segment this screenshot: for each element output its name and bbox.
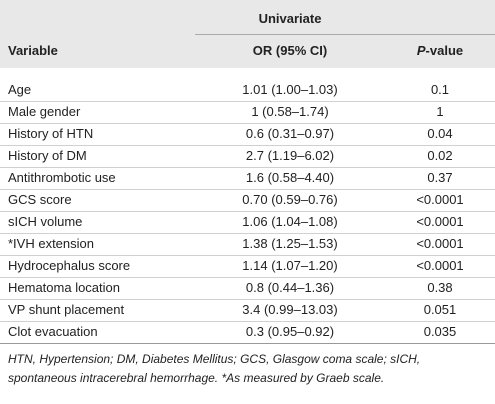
group-rule: [195, 34, 495, 35]
table-cell: 1: [436, 104, 444, 119]
table-cell: Male gender: [8, 104, 81, 119]
table-cell: 1.38 (1.25–1.53): [242, 236, 338, 251]
row-rule: [0, 321, 495, 322]
table-cell: Antithrombotic use: [8, 170, 116, 185]
table-cell: <0.0001: [416, 214, 464, 229]
table-cell: 0.04: [427, 126, 453, 141]
column-header: Variable: [8, 43, 58, 58]
table-cell: 1.6 (0.58–4.40): [245, 170, 335, 185]
table-cell: sICH volume: [8, 214, 83, 229]
table-cell: VP shunt placement: [8, 302, 125, 317]
table-cell: Hematoma location: [8, 280, 120, 295]
table-cell: 0.035: [423, 324, 457, 339]
table-cell: 0.8 (0.44–1.36): [245, 280, 335, 295]
table-cell: 0.37: [427, 170, 453, 185]
table-cell: GCS score: [8, 192, 72, 207]
table-cell: 0.3 (0.95–0.92): [245, 324, 335, 339]
row-rule: [0, 123, 495, 124]
table-cell: <0.0001: [416, 258, 464, 273]
table-cell: 0.051: [423, 302, 457, 317]
row-rule: [0, 211, 495, 212]
table-cell: 0.1: [430, 82, 450, 97]
row-rule: [0, 189, 495, 190]
column-header-text: -value: [425, 43, 464, 58]
table-cell: 2.7 (1.19–6.02): [245, 148, 335, 163]
row-rule: [0, 277, 495, 278]
row-rule: [0, 145, 495, 146]
table-cell: Age: [8, 82, 32, 97]
table-cell: History of DM: [8, 148, 87, 163]
table-cell: Hydrocephalus score: [8, 258, 131, 273]
footnote: HTN, Hypertension; DM, Diabetes Mellitus…: [8, 352, 421, 385]
table-cell: 1 (0.58–1.74): [251, 104, 329, 119]
row-rule: [0, 255, 495, 256]
row-rule: [0, 167, 495, 168]
table-cell: 0.38: [427, 280, 453, 295]
table-cell: Clot evacuation: [8, 324, 98, 339]
table-cell: 0.70 (0.59–0.76): [242, 192, 338, 207]
row-rule: [0, 101, 495, 102]
table-cell: 0.02: [427, 148, 453, 163]
group-header: Univariate: [258, 11, 322, 26]
table-cell: 1.01 (1.00–1.03): [242, 82, 338, 97]
table-cell: <0.0001: [416, 192, 464, 207]
table-cell: 1.14 (1.07–1.20): [242, 258, 338, 273]
table-cell: 0.6 (0.31–0.97): [245, 126, 335, 141]
column-header-italic: P: [416, 43, 426, 58]
table-cell: 1.06 (1.04–1.08): [242, 214, 338, 229]
table-cell: *IVH extension: [8, 236, 94, 251]
table-cell: 3.4 (0.99–13.03): [242, 302, 338, 317]
table-cell: History of HTN: [8, 126, 94, 141]
table-cell: <0.0001: [416, 236, 464, 251]
table-bottom-rule: [0, 343, 495, 344]
column-header: P-value: [385, 40, 495, 62]
row-rule: [0, 299, 495, 300]
column-header: OR (95% CI): [252, 43, 328, 58]
row-rule: [0, 233, 495, 234]
